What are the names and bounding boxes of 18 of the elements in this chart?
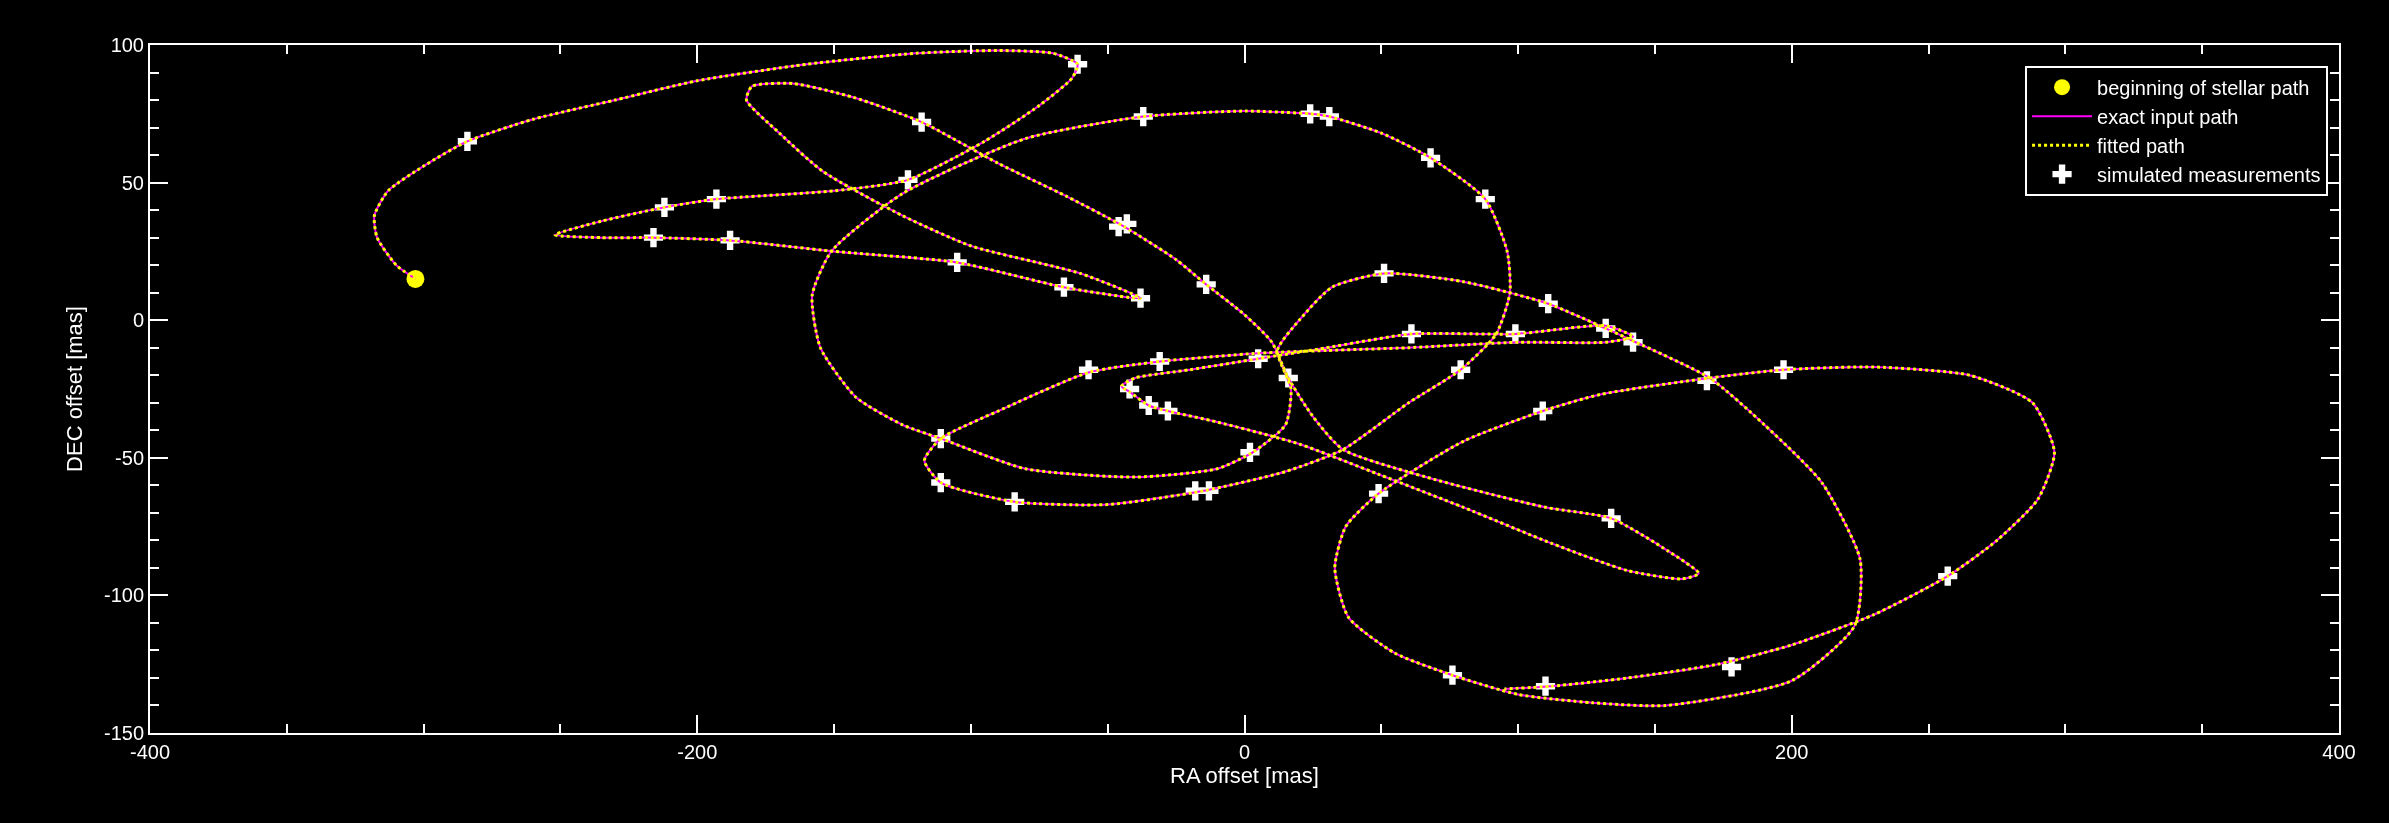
y-tick-label: 50 — [121, 171, 144, 194]
y-tick-label: -150 — [103, 722, 144, 744]
x-tick-label: 0 — [1238, 741, 1251, 763]
y-tick-label: -100 — [103, 584, 144, 607]
y-tick-label: 100 — [110, 34, 144, 56]
x-tick-label: 400 — [2322, 741, 2356, 763]
legend-label: simulated measurements — [2097, 163, 2321, 186]
x-axis-title: RA offset [mas] — [1170, 763, 1319, 788]
y-tick-label: -50 — [115, 446, 144, 469]
legend-label: fitted path — [2097, 134, 2185, 157]
x-tick-label: -200 — [677, 741, 718, 763]
x-tick-label: 200 — [1775, 741, 1809, 763]
legend-label: beginning of stellar path — [2097, 76, 2310, 99]
y-axis-title: DEC offset [mas] — [62, 306, 88, 472]
legend-label: exact input path — [2097, 105, 2239, 128]
y-tick-label: 0 — [132, 309, 144, 332]
point — [1721, 657, 1742, 677]
x-tick-label: -400 — [129, 741, 171, 763]
